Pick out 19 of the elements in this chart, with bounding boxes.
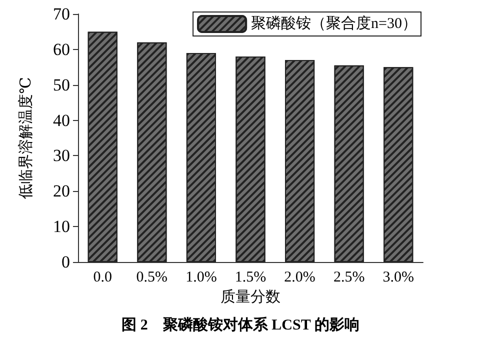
x-tick-label: 1.5% bbox=[234, 270, 266, 286]
x-tick-label: 0.0 bbox=[93, 270, 112, 286]
x-tick-label: 1.0% bbox=[186, 270, 217, 286]
y-tick-label: 0 bbox=[62, 252, 70, 272]
legend-label: 聚磷酸铵（聚合度n=30） bbox=[251, 15, 418, 32]
x-axis-title: 质量分数 bbox=[220, 288, 280, 306]
x-tick-label: 2.5% bbox=[333, 270, 365, 286]
x-tick-label: 0.5% bbox=[136, 270, 168, 286]
y-tick-label: 30 bbox=[53, 146, 70, 166]
y-tick-label: 60 bbox=[53, 40, 70, 59]
y-tick-label: 10 bbox=[53, 217, 70, 236]
y-axis-title: 低临界溶解温度℃ bbox=[18, 77, 34, 199]
x-tick-label: 2.0% bbox=[284, 270, 316, 286]
y-tick-label: 70 bbox=[53, 4, 70, 24]
x-tick-label: 3.0% bbox=[382, 270, 414, 286]
y-tick-label: 50 bbox=[53, 75, 70, 94]
text: 图 2 聚磷酸铵对体系 LCST 的影响 bbox=[122, 316, 360, 334]
y-tick-label: 20 bbox=[53, 182, 70, 201]
y-tick-label: 40 bbox=[53, 110, 70, 130]
